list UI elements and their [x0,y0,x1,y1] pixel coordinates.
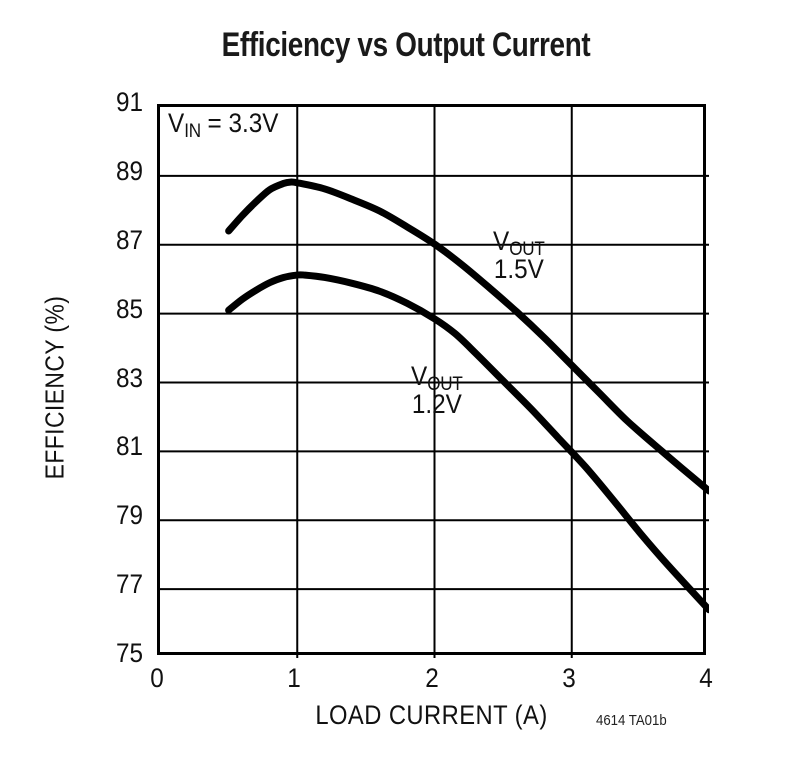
annotation-vin: VIN = 3.3V [168,108,279,141]
plot-svg [160,107,709,658]
y-tick-label-79: 79 [115,500,143,531]
annotation-vout12-sub: OUT [427,374,463,395]
annotation-vout12-v: V [411,361,428,391]
annotation-vin-rest: = 3.3V [200,108,279,138]
y-axis-title: EFFICIENCY (%) [39,295,70,480]
x-tick-label-0: 0 [150,663,164,693]
annotation-vout-1p5v: VOUT 1.5V [493,226,545,284]
annotation-vout15-value: 1.5V [493,253,544,284]
horizontal-gridlines [160,174,709,591]
annotation-vout15-sub: OUT [509,239,545,260]
annotation-vout-1p2v: VOUT 1.2V [411,361,463,419]
x-tick-label-3: 3 [561,663,576,693]
series-line-vout-1-2v [225,271,709,614]
y-tick-label-85: 85 [115,293,143,324]
x-axis-title: LOAD CURRENT (A) [315,700,548,730]
x-tick-label-2: 2 [424,663,439,693]
part-code-label: 4614 TA01b [596,712,667,729]
y-tick-label-77: 77 [115,569,143,600]
y-tick-label-81: 81 [115,431,143,462]
y-tick-label-87: 87 [115,224,143,255]
annotation-vout12-value: 1.2V [411,388,462,419]
y-tick-label-75: 75 [115,638,143,668]
annotation-vin-sub: IN [184,121,201,142]
plot-area [157,104,709,658]
x-tick-label-1: 1 [287,663,302,693]
y-tick-label-89: 89 [115,155,143,186]
x-tick-label-4: 4 [699,663,713,693]
page-title: Efficiency vs Output Current [221,26,591,64]
vertical-gridlines [296,107,573,658]
series-line-vout-1-5v [225,178,709,495]
data-series-group [225,178,709,614]
annotation-vout15-v: V [493,226,510,256]
y-tick-label-83: 83 [115,362,143,393]
annotation-vin-v: V [168,108,185,138]
y-tick-label-91: 91 [115,87,143,117]
